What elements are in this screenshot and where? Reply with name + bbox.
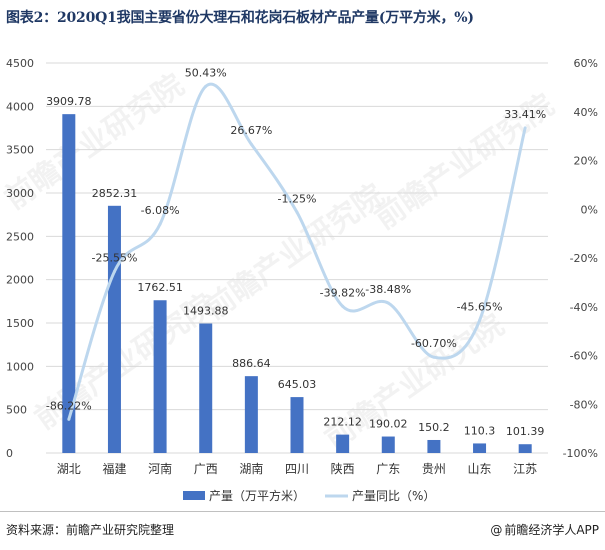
y-left-tick-label: 4500	[6, 57, 34, 70]
at-sign: @	[490, 523, 503, 537]
y-left-tick-label: 1500	[6, 317, 34, 330]
line-point	[432, 355, 436, 359]
line-point	[204, 84, 208, 88]
line-value-label: -86.22%	[46, 399, 92, 412]
brand-credit: @ 前瞻经济学人APP	[490, 521, 599, 538]
line-value-label: -38.48%	[365, 283, 411, 296]
bar	[107, 205, 121, 453]
bar	[244, 376, 258, 453]
y-right-tick-label: 40%	[574, 106, 598, 119]
brand-name: 前瞻经济学人APP	[504, 523, 599, 537]
bar-value-label: 190.02	[369, 418, 408, 431]
bar-value-label: 150.2	[418, 421, 450, 434]
y-right-tick-label: 20%	[574, 155, 598, 168]
legend-swatch-bar	[183, 491, 205, 500]
y-right-tick-label: -100%	[563, 447, 598, 460]
y-left-tick-label: 2500	[6, 230, 34, 243]
line-point	[295, 210, 299, 214]
footer-divider	[0, 511, 605, 512]
x-tick-label: 湖南	[239, 461, 263, 476]
line-value-label: 33.41%	[504, 108, 546, 121]
line-point	[112, 270, 116, 274]
x-tick-label: 广西	[194, 462, 218, 476]
y-left-tick-label: 3500	[6, 144, 34, 157]
y-left-tick-label: 3000	[6, 187, 34, 200]
bar-value-label: 2852.31	[92, 187, 138, 200]
bar-value-label: 886.64	[232, 357, 271, 370]
line-value-label: -60.70%	[411, 337, 457, 350]
bar	[336, 434, 350, 453]
y-left-tick-label: 1000	[6, 360, 34, 373]
bar	[62, 114, 76, 453]
y-left-tick-label: 0	[6, 447, 13, 460]
x-tick-label: 广东	[376, 462, 400, 476]
line-point	[341, 304, 345, 308]
legend-label-bar: 产量（万平方米）	[209, 488, 305, 503]
line-value-label: -39.82%	[320, 286, 366, 299]
y-left-tick-label: 4000	[6, 100, 34, 113]
x-tick-label: 山东	[468, 462, 492, 476]
y-right-tick-label: -60%	[570, 350, 598, 363]
line-value-label: 50.43%	[185, 66, 227, 79]
line-point	[386, 301, 390, 305]
bar	[427, 439, 441, 453]
bar	[199, 323, 213, 453]
source-note: 资料来源：前瞻产业研究院整理	[6, 523, 175, 537]
legend-label-line: 产量同比（%）	[352, 489, 435, 503]
line-point	[67, 417, 71, 421]
line-value-label: -1.25%	[278, 192, 317, 205]
bar	[381, 436, 395, 453]
x-tick-label: 河南	[148, 461, 172, 476]
y-left-tick-label: 2000	[6, 274, 34, 287]
x-tick-label: 湖北	[57, 461, 81, 476]
x-tick-label: 陕西	[331, 461, 355, 476]
line-value-label: -45.65%	[457, 301, 503, 314]
line-point	[249, 142, 253, 146]
bar-value-label: 645.03	[278, 378, 317, 391]
y-right-tick-label: 60%	[574, 57, 598, 70]
bar-value-label: 3909.78	[46, 95, 92, 108]
line-value-label: -25.55%	[91, 252, 137, 265]
bar	[473, 443, 487, 453]
line-point	[158, 222, 162, 226]
series-line-yoy	[67, 82, 527, 420]
y-right-tick-label: -20%	[570, 252, 598, 265]
line-point	[478, 319, 482, 323]
bar-value-label: 1493.88	[183, 305, 229, 318]
bar	[153, 300, 167, 453]
y-right-tick-label: 0%	[581, 203, 598, 216]
bar-value-label: 212.12	[323, 416, 362, 429]
x-tick-label: 贵州	[422, 462, 446, 476]
bar-value-label: 101.39	[506, 425, 545, 438]
bar	[518, 444, 532, 453]
y-left-tick-label: 500	[6, 404, 27, 417]
x-tick-label: 四川	[285, 462, 309, 476]
line-point	[523, 126, 527, 130]
bar	[290, 397, 304, 453]
line-value-label: 26.67%	[230, 124, 272, 137]
bar-value-label: 1762.51	[137, 281, 183, 294]
bar-value-label: 110.3	[464, 424, 496, 437]
y-right-tick-label: -40%	[570, 301, 598, 314]
y-right-tick-label: -80%	[570, 398, 598, 411]
x-tick-label: 福建	[102, 461, 126, 476]
x-tick-label: 江苏	[513, 462, 537, 476]
chart-title: 图表2：2020Q1我国主要省份大理石和花岗石板材产品产量(万平方米，%)	[6, 10, 474, 26]
line-value-label: -6.08%	[141, 204, 180, 217]
